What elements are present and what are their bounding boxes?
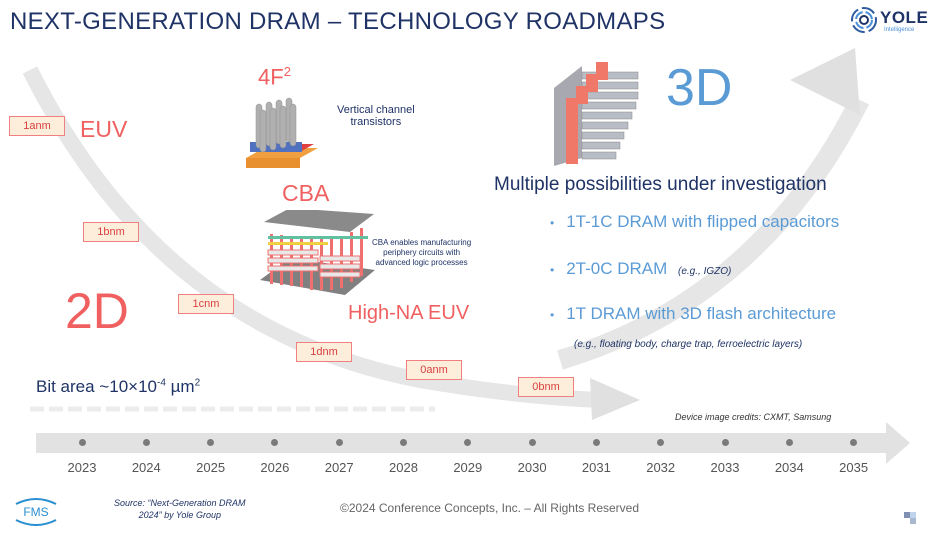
- node-1cnm: 1cnm: [178, 294, 234, 314]
- bullet-dot-icon: •: [550, 308, 555, 322]
- vertical-channel-device-image: [246, 97, 318, 168]
- cba-caption: CBA enables manufacturing periphery circ…: [372, 238, 471, 268]
- timeline-dot: [464, 439, 472, 446]
- bit-area-unit: µm: [165, 377, 195, 396]
- cba-device-image: [260, 210, 375, 295]
- yole-logo: YOLE Intelligence: [850, 6, 936, 36]
- 3d-dram-device-image: [554, 62, 639, 166]
- copyright: ©2024 Conference Concepts, Inc. – All Ri…: [340, 501, 640, 515]
- timeline-dot: [142, 439, 150, 446]
- bit-area-exponent: -4: [156, 377, 166, 389]
- timeline-bar: [36, 433, 886, 453]
- 4f2-base: 4F: [258, 64, 284, 90]
- fms-logo-text: FMS: [23, 505, 48, 519]
- node-1bnm: 1bnm: [83, 222, 139, 242]
- 3d-bullet-3: • 1T DRAM with 3D flash architecture: [550, 304, 836, 324]
- timeline-dot: [528, 439, 536, 446]
- 3d-heading: Multiple possibilities under investigati…: [494, 174, 827, 195]
- bullet-dot-icon: •: [550, 263, 555, 277]
- yole-swirl-icon: [851, 7, 877, 33]
- bullet-dot-icon: •: [550, 216, 555, 230]
- high-na-euv-label: High-NA EUV: [348, 302, 470, 324]
- timeline-year: 2033: [710, 460, 740, 475]
- 3d-sub-note: (e.g., floating body, charge trap, ferro…: [574, 339, 803, 350]
- source-citation: Source: “Next-Generation DRAM 2024” by Y…: [114, 497, 246, 521]
- 3d-bullet-2-note: (e.g., IGZO): [678, 266, 732, 277]
- timeline-year: 2026: [260, 460, 290, 475]
- timeline-arrowhead: [886, 422, 910, 464]
- timeline-dot: [592, 439, 600, 446]
- vct-caption-line2: transistors: [350, 116, 402, 128]
- bit-area-prefix: Bit area ~10×10: [36, 377, 157, 396]
- cba-caption-line2: periphery circuits with: [383, 248, 461, 257]
- timeline-year: 2030: [517, 460, 547, 475]
- cba-label: CBA: [282, 180, 330, 206]
- timeline-dot: [850, 439, 858, 446]
- 3d-bullet-1: • 1T-1C DRAM with flipped capacitors: [550, 212, 839, 232]
- cba-caption-line1: CBA enables manufacturing: [372, 238, 472, 247]
- 3d-bullet-1-text: 1T-1C DRAM with flipped capacitors: [566, 212, 840, 231]
- timeline-dot: [207, 439, 215, 446]
- timeline-dot: [785, 439, 793, 446]
- bit-area-label: Bit area ~10×10-4 µm2: [36, 377, 200, 397]
- corner-squares-icon: [904, 512, 916, 524]
- 2d-trend-arrowhead: [590, 378, 640, 420]
- 3d-trend-curve: [557, 95, 869, 370]
- timeline-year: 2034: [774, 460, 804, 475]
- 4f2-exponent: 2: [283, 64, 291, 79]
- timeline-year: 2023: [67, 460, 97, 475]
- euv-label: EUV: [80, 116, 128, 142]
- image-credits: Device image credits: CXMT, Samsung: [675, 412, 832, 422]
- source-line-2: 2024” by Yole Group: [138, 510, 221, 520]
- timeline-dot: [78, 439, 86, 446]
- node-1dnm: 1dnm: [296, 342, 352, 362]
- vct-caption-line1: Vertical channel: [337, 104, 415, 116]
- 3d-bullet-3-text: 1T DRAM with 3D flash architecture: [566, 304, 837, 323]
- node-0bnm: 0bnm: [518, 377, 574, 397]
- yole-logo-text: YOLE: [880, 8, 929, 27]
- 3d-label: 3D: [666, 59, 733, 117]
- timeline-year: 2029: [453, 460, 483, 475]
- timeline-year: 2027: [324, 460, 354, 475]
- page-title: NEXT-GENERATION DRAM – TECHNOLOGY ROADMA…: [10, 8, 666, 35]
- timeline-year: 2025: [196, 460, 226, 475]
- timeline-dot: [271, 439, 279, 446]
- 3d-trend-arrowhead: [790, 48, 860, 115]
- timeline-dot: [335, 439, 343, 446]
- timeline-year: 2031: [581, 460, 611, 475]
- 3d-bullet-2: • 2T-0C DRAM (e.g., IGZO): [550, 259, 731, 279]
- 3d-bullet-2-text: 2T-0C DRAM: [566, 259, 668, 278]
- timeline-year: 2024: [131, 460, 161, 475]
- bit-area-unit-exponent: 2: [194, 377, 201, 389]
- source-line-1: Source: “Next-Generation DRAM: [114, 498, 246, 508]
- fms-logo: FMS: [15, 498, 57, 526]
- timeline-dot: [721, 439, 729, 446]
- cba-caption-line3: advanced logic processes: [375, 258, 468, 267]
- node-1anm: 1anm: [9, 116, 65, 136]
- 4f2-label: 4F2: [258, 64, 291, 90]
- timeline-dot: [657, 439, 665, 446]
- timeline-year: 2028: [389, 460, 418, 475]
- 2d-label: 2D: [65, 283, 129, 339]
- timeline-year: 2035: [839, 460, 869, 475]
- node-0anm: 0anm: [406, 360, 462, 380]
- vct-caption: Vertical channel transistors: [337, 104, 415, 128]
- timeline-dot: [400, 439, 407, 446]
- yole-logo-subtext: Intelligence: [884, 27, 915, 33]
- timeline-year: 2032: [646, 460, 676, 475]
